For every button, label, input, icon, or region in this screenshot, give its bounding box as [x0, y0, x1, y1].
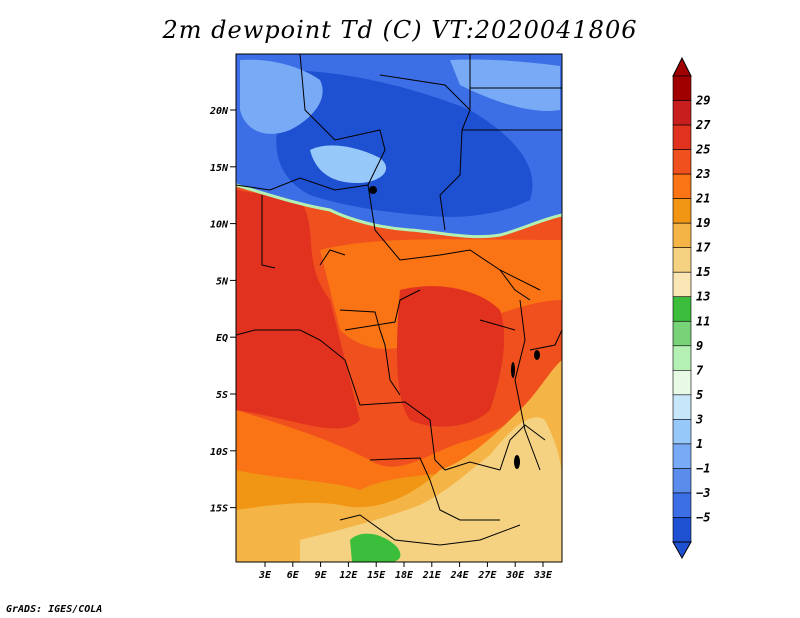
lat-tick-label: 5S	[216, 390, 228, 401]
colorbar-swatch	[672, 370, 692, 396]
colorbar-label: 25	[695, 143, 710, 157]
lon-tick-label: 24E	[450, 570, 470, 581]
colorbar-label: 19	[696, 216, 710, 230]
lat-tick-label: 15S	[210, 504, 228, 515]
lon-tick-label: 9E	[315, 570, 328, 581]
colorbar-swatch	[672, 149, 692, 175]
colorbar-swatch	[672, 271, 692, 298]
colorbar-swatch	[672, 124, 692, 150]
colorbar-label: 29	[695, 94, 710, 108]
colorbar-label: −3	[696, 486, 710, 500]
chart-title: 2m dewpoint Td (C) VT:2020041806	[162, 16, 638, 44]
lon-tick-label: 12E	[339, 570, 358, 581]
southeast-pale	[300, 417, 562, 562]
colorbar-bottom-arrow	[672, 541, 692, 560]
colorbar-label: 15	[696, 265, 710, 279]
country-borders	[236, 54, 562, 546]
lon-tick-label: 15E	[367, 570, 386, 581]
lakes	[369, 186, 540, 469]
colorbar-swatch	[672, 222, 692, 248]
colorbar-swatch	[672, 419, 692, 445]
lat-tick-label: 20N	[209, 106, 229, 117]
fringe-line	[236, 183, 562, 239]
colorbar-swatch	[672, 517, 692, 543]
west-coast-red	[236, 190, 360, 429]
colorbar: 29 27 25 23 21 19 17 15 13 11 9 7 5 3 1 −1 −3 −5	[672, 56, 711, 560]
lat-tick-label: EQ	[216, 333, 228, 344]
colorbar-swatch	[672, 468, 692, 494]
colorbar-label: −1	[696, 461, 710, 475]
grads-credit: GrADS: IGES/COLA	[6, 604, 103, 615]
colorbar-swatch	[672, 345, 692, 371]
colorbar-swatch	[672, 320, 692, 347]
lat-tick-label: 15N	[210, 163, 229, 174]
colorbar-swatch	[672, 394, 692, 420]
colorbar-label: −5	[696, 510, 710, 524]
latitude-ticks: 20N 15N 10N 5N EQ 5S 10S 15S	[209, 106, 236, 515]
lon-tick-label: 21E	[422, 570, 442, 581]
green-patch	[350, 533, 401, 562]
colorbar-swatch	[672, 75, 692, 101]
colorbar-label: 7	[696, 363, 704, 377]
colorbar-swatch	[672, 198, 692, 224]
lon-tick-label: 3E	[258, 570, 272, 581]
lon-tick-label: 6E	[287, 570, 300, 581]
cool-patch-3	[450, 59, 560, 111]
longitude-ticks: 3E 6E 9E 12E 15E 18E 21E 24E 27E 30E 33E	[258, 562, 553, 581]
lon-tick-label: 30E	[505, 570, 525, 581]
colorbar-label: 17	[696, 241, 711, 255]
lon-tick-label: 27E	[477, 570, 497, 581]
colorbar-label: 13	[696, 290, 710, 304]
lat-tick-label: 10N	[210, 220, 229, 231]
map-frame	[235, 53, 563, 563]
colorbar-top-arrow	[672, 56, 692, 77]
lat-tick-label: 10S	[210, 447, 228, 458]
congo-red	[397, 286, 505, 427]
cool-patch-2	[310, 145, 387, 184]
colorbar-label: 3	[695, 412, 703, 426]
colorbar-label: 27	[695, 118, 711, 132]
lon-tick-label: 18E	[395, 570, 414, 581]
lon-tick-label: 33E	[533, 570, 553, 581]
colorbar-swatch	[672, 296, 692, 322]
colorbar-label: 11	[696, 314, 710, 328]
colorbar-swatch	[672, 247, 692, 273]
colorbar-label: 9	[696, 339, 703, 353]
colorbar-swatch	[672, 443, 692, 469]
colorbar-swatch	[672, 173, 692, 199]
colorbar-label: 23	[695, 167, 710, 181]
colorbar-swatch	[672, 100, 692, 126]
lat-tick-label: 5N	[216, 276, 229, 287]
colorbar-label: 5	[696, 388, 703, 402]
colorbar-label: 1	[696, 437, 703, 451]
colorbar-swatch	[672, 492, 692, 518]
colorbar-label: 21	[695, 192, 710, 206]
